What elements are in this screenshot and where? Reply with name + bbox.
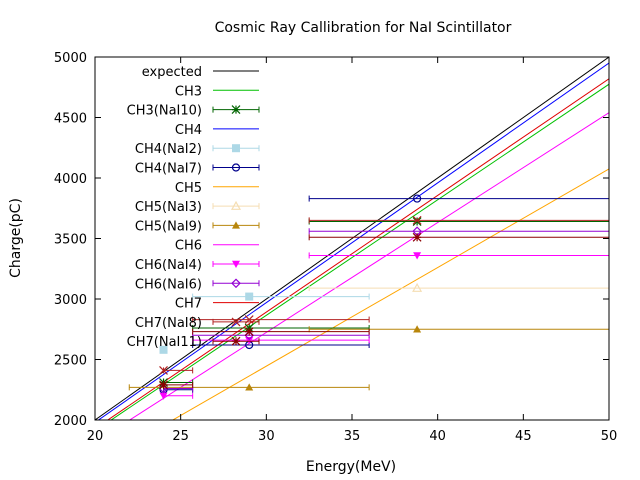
data-point [245,292,254,301]
legend-label: CH6(NaI6) [135,277,202,292]
x-tick-label: 30 [258,429,275,444]
legend-label: CH4 [175,123,202,138]
data-point [413,325,422,333]
legend-entry-ch3-nai10: CH3(NaI10) [127,104,260,119]
chart-title: Cosmic Ray Callibration for NaI Scintill… [215,20,512,36]
legend-label: expected [142,65,202,80]
fit-line-ch4 [97,62,609,420]
legend-entry-ch5-nai3: CH5(NaI3) [135,200,260,215]
series-ch6-nai4 [159,252,609,400]
y-tick-label: 2000 [54,414,87,429]
y-tick-label: 5000 [54,51,87,66]
x-tick-label: 50 [601,429,618,444]
legend-marker [231,105,241,115]
legend-marker [232,221,240,229]
x-tick-label: 45 [515,429,532,444]
legend: expected CH3 CH3(NaI10) CH4 CH4(NaI2) CH4(NaI… [127,65,260,350]
fit-line-expected [95,57,609,420]
legend-entry-ch5: CH5 [175,181,259,196]
series-ch7-nai8 [159,215,609,375]
legend-marker [232,260,240,268]
data-point [413,252,422,260]
legend-marker [231,336,241,346]
legend-marker [230,200,242,210]
legend-entry-ch4-nai7: CH4(NaI7) [135,162,260,177]
legend-marker [232,144,240,153]
data-point [159,392,168,400]
data-point [413,194,422,203]
data-point [245,336,254,345]
legend-entry-ch6-nai6: CH6(NaI6) [135,277,260,292]
data-point [412,232,422,242]
x-tick-label: 20 [87,429,104,444]
legend-marker [231,317,241,327]
legend-label: CH3 [175,84,202,99]
data-point [244,327,254,337]
axis-ticks: 20 25 30 35 40 45 50 2000 2500 3000 3500 4000 4500 50… [54,51,617,444]
legend-entry-ch7: CH7 [175,297,259,312]
legend-label: CH4(NaI2) [135,142,202,157]
legend-label: CH6(NaI4) [135,258,202,273]
legend-marker [231,163,241,172]
legend-entry-ch7-nai11: CH7(NaI11) [127,335,260,350]
series-ch7-nai11 [159,232,609,390]
series-ch5-nai3 [308,282,609,292]
legend-entry-ch6-nai4: CH6(NaI4) [135,258,260,273]
x-tick-label: 40 [429,429,446,444]
data-point [159,345,168,354]
legend-label: CH5 [175,181,202,196]
fit-line-ch7 [106,78,609,420]
fit-line-ch3 [110,83,609,420]
legend-entry-ch6: CH6 [175,239,259,254]
series-ch3-nai10 [159,217,609,387]
legend-entry-ch4: CH4 [175,123,259,138]
legend-label: CH7(NaI8) [135,316,202,331]
legend-label: CH3(NaI10) [127,104,202,119]
x-axis-label: Energy(MeV) [306,459,396,475]
series-ch4-nai7 [159,194,609,394]
y-tick-label: 3000 [54,293,87,308]
data-point [159,380,168,390]
legend-entry-ch4-nai2: CH4(NaI2) [135,142,260,157]
y-tick-label: 4000 [54,172,87,187]
data-point [245,383,254,391]
legend-marker [231,278,241,289]
data-point [412,215,422,225]
legend-label: CH5(NaI9) [135,219,202,234]
legend-label: CH6 [175,239,202,254]
y-tick-label: 4500 [54,112,87,127]
data-point [412,282,423,292]
legend-label: CH7 [175,297,202,312]
legend-entry-ch7-nai8: CH7(NaI8) [135,316,260,331]
data-point [412,217,422,226]
y-tick-label: 3500 [54,233,87,248]
legend-label: CH5(NaI3) [135,200,202,215]
legend-entry-ch5-nai9: CH5(NaI9) [135,219,260,234]
y-tick-label: 2500 [54,354,87,369]
x-tick-label: 25 [172,429,189,444]
legend-label: CH4(NaI7) [135,162,202,177]
data-point [159,365,168,375]
series-ch6-nai6 [158,226,609,394]
legend-entry-expected: expected [142,65,259,80]
series-ch5-nai9 [128,325,609,391]
x-tick-label: 35 [344,429,361,444]
legend-entry-ch3: CH3 [175,84,259,99]
series-ch4-nai2 [159,292,370,354]
y-axis-label: Charge(pC) [8,198,24,278]
legend-label: CH7(NaI11) [127,335,202,350]
